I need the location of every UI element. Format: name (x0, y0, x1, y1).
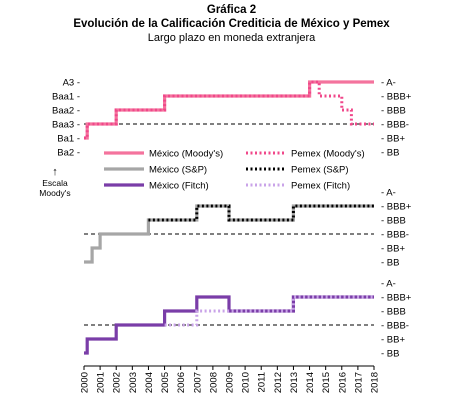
right-axis-tick-label: - A- (381, 188, 396, 199)
left-axis-tick-label: Baa1 - (52, 92, 80, 103)
series-line-moodys (84, 80, 374, 140)
scale-caption-line-1: Escala (42, 178, 68, 188)
x-axis-tick-label: 2014 (305, 372, 316, 393)
x-axis-tick-label: 2001 (96, 372, 107, 393)
x-axis-tick-label: 2012 (273, 372, 284, 393)
x-axis-tick-label: 2007 (192, 372, 203, 393)
x-axis-tick-label: 2000 (80, 372, 91, 393)
chart-subtitle-detail: Largo plazo en moneda extranjera (147, 32, 316, 44)
right-axis-tick-label: - A- (381, 279, 396, 290)
right-axis-tick-label: - BB (381, 349, 399, 360)
legend-label-moodys_pemex: Pemex (Moody's) (291, 149, 365, 160)
left-axis-tick-label: Baa3 - (52, 120, 80, 131)
x-axis-tick-label: 2002 (112, 372, 123, 393)
left-axis-tick-label: A3 - (63, 78, 80, 89)
x-axis-tick-label: 2008 (208, 372, 219, 393)
series-line-fitch_pemex (164, 295, 374, 327)
right-axis-tick-label: - BB+ (381, 335, 405, 346)
left-axis-tick-label: Ba2 - (57, 148, 80, 159)
x-axis-tick-label: 2004 (144, 372, 155, 393)
x-axis-tick-label: 2003 (128, 372, 139, 393)
chart-title: Gráfica 2 (206, 4, 257, 16)
x-axis-tick-label: 2010 (241, 372, 252, 393)
x-axis-tick-label: 2015 (321, 372, 332, 393)
right-axis-tick-label: - BBB- (381, 230, 409, 241)
legend-label-fitch: México (Fitch) (149, 181, 209, 192)
right-axis-tick-label: - A- (381, 78, 396, 89)
right-axis-tick-label: - BB (381, 148, 399, 159)
x-axis-tick-label: 2011 (257, 372, 268, 392)
scale-caption-line-2: Moody's (39, 188, 70, 198)
right-axis-tick-label: - BBB- (381, 321, 409, 332)
legend-label-sp_pemex: Pemex (S&P) (291, 165, 349, 176)
right-axis-tick-label: - BBB- (381, 120, 409, 131)
x-axis-tick-label: 2016 (337, 372, 348, 393)
chart-subtitle: Evolución de la Calificación Crediticia … (73, 18, 390, 30)
x-axis-tick-label: 2005 (160, 372, 171, 393)
x-axis-tick-label: 2018 (370, 372, 381, 393)
right-axis-tick-label: - BBB (381, 106, 406, 117)
right-axis-tick-label: - BBB (381, 216, 406, 227)
x-axis-tick-label: 2006 (176, 372, 187, 393)
scale-arrow: ↑ (52, 166, 58, 178)
series-line-sp_pemex (148, 204, 374, 222)
right-axis-tick-label: - BBB+ (381, 92, 412, 103)
right-axis-tick-label: - BB+ (381, 134, 405, 145)
right-axis-tick-label: - BB (381, 258, 399, 269)
left-axis-tick-label: Baa2 - (52, 106, 80, 117)
x-axis-tick-label: 2017 (353, 372, 364, 393)
right-axis-tick-label: - BBB+ (381, 202, 412, 213)
right-axis-tick-label: - BB+ (381, 244, 405, 255)
right-axis-tick-label: - BBB+ (381, 293, 412, 304)
left-axis-tick-label: Ba1 - (57, 134, 80, 145)
series-line-moodys_pemex (84, 80, 374, 140)
right-axis-tick-label: - BBB (381, 307, 406, 318)
x-axis-tick-label: 2009 (225, 372, 236, 393)
legend-label-sp: México (S&P) (149, 165, 207, 176)
legend-label-moodys: México (Moody's) (149, 149, 223, 160)
legend-label-fitch_pemex: Pemex (Fitch) (291, 181, 350, 192)
x-axis-tick-label: 2013 (289, 372, 300, 393)
